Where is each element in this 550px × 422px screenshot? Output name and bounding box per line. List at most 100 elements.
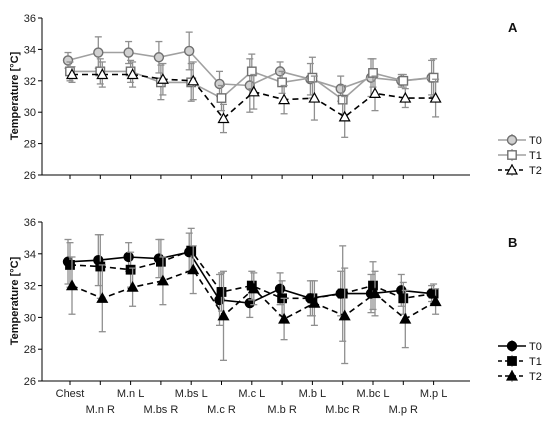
panel-b-T2-point [156, 274, 169, 286]
panel-a-T2-point [187, 74, 200, 86]
panel-b-T2-point [429, 295, 442, 307]
legend-label: T0 [529, 341, 542, 353]
panel-a: A Temperature [°C] 26 28 30 32 34 36 T0 T1 T2 [9, 13, 542, 182]
panel-b-y-tick-label: 34 [24, 249, 36, 261]
panel-b-T1-point [95, 261, 106, 272]
legend-marker [506, 340, 518, 352]
panel-b-y-tick-label: 32 [24, 281, 36, 293]
panel-b-series-T2 [65, 245, 442, 365]
panel-b-T0-point [274, 283, 286, 294]
panel-a-series-T1 [65, 53, 439, 115]
panel-b-T2-point [247, 282, 260, 294]
panel-a-T2-point [429, 91, 442, 103]
panel-a-legend: T0 T1 T2 [498, 134, 542, 177]
x-tick-label: M.c R [207, 404, 236, 416]
panel-a-y-tick-label: 28 [24, 139, 36, 151]
panel-a-T2-point [399, 91, 412, 103]
x-tick-label: M.n R [86, 404, 115, 416]
panel-a-y-tick-label: 30 [24, 107, 36, 119]
x-tick-label: M.b R [267, 404, 296, 416]
panel-b-T2-point [96, 292, 109, 303]
x-tick-label: M.c L [238, 388, 265, 400]
panel-a-T2-point [247, 85, 260, 97]
panel-a-T1-point [428, 72, 439, 83]
panel-a-T1-point [277, 77, 287, 88]
x-tick-label: M.p R [389, 404, 418, 416]
panel-a-series-T2 [65, 61, 442, 138]
panel-a-T2-point [65, 68, 79, 80]
panel-a-legend-T0: T0 [498, 134, 542, 147]
panel-b-y-tick-label: 28 [24, 344, 36, 356]
panel-a-legend-T1: T1 [498, 149, 542, 162]
panel-b-T2-point [338, 309, 351, 321]
panel-a-y-tick-label: 34 [24, 44, 36, 56]
legend-marker [505, 163, 519, 175]
panel-a-T2-point [126, 68, 139, 80]
panel-a-series [62, 31, 442, 138]
panel-a-T1-point [216, 93, 227, 103]
x-tick-label: M.p L [420, 388, 448, 400]
x-tick-label: Chest [56, 388, 85, 400]
panel-a-y-tick-label: 36 [24, 13, 36, 25]
panel-b-T1-point [337, 288, 348, 299]
legend-marker [506, 134, 518, 146]
x-tick-label: M.b L [299, 388, 327, 400]
panel-a-letter: A [508, 20, 518, 35]
panel-b-T2-point [399, 312, 412, 324]
panel-b-T2-point [217, 309, 230, 321]
panel-a-y-tick-label: 32 [24, 76, 36, 88]
panel-a-T0-point [153, 52, 165, 63]
panel-a-T2-point [278, 93, 291, 105]
panel-b-T1-point [368, 280, 378, 291]
x-tick-label: M.bc L [356, 388, 389, 400]
panel-a-T2-point [156, 72, 169, 84]
panel-a-T1-point [368, 68, 378, 78]
panel-a-T2-point [217, 112, 230, 124]
panel-b-T2-point [308, 296, 321, 308]
panel-b-letter: B [508, 235, 517, 250]
panel-b-T2-point [187, 263, 200, 275]
panel-a-axes: 26 28 30 32 34 36 [24, 13, 470, 182]
panel-a-T0-point [93, 47, 104, 58]
x-tick-label: M.bs R [143, 404, 178, 416]
panel-b-T0-point [123, 251, 134, 263]
legend-label: T1 [529, 150, 542, 162]
panel-a-T0-point [183, 45, 195, 57]
panel-b-T1-point [155, 256, 166, 267]
panel-b-y-tick-label: 36 [24, 217, 36, 229]
panel-a-T1-point [246, 66, 257, 77]
legend-marker [507, 150, 517, 160]
panel-a-T0-point [62, 55, 74, 66]
panel-b-y-tick-label: 26 [24, 376, 36, 388]
panel-a-T2-point [368, 87, 382, 98]
panel-a-T0-point [123, 47, 134, 58]
panel-b-legend-T1: T1 [498, 355, 542, 368]
panel-b-legend: T0 T1 T2 [498, 340, 542, 383]
panel-a-T1-point [307, 72, 318, 83]
x-tick-label: M.bs L [175, 388, 208, 400]
panel-b: B Temperature [°C] 26 28 30 32 34 36 T0 T1 T2 C… [9, 217, 542, 416]
panel-b-y-axis-label: Temperature [°C] [9, 256, 21, 345]
panel-b-T1-point [125, 264, 136, 275]
panel-a-legend-T2: T2 [498, 163, 542, 177]
panel-b-T2-point [65, 279, 79, 291]
x-tick-label: M.n L [117, 388, 145, 400]
x-tick-label: M.bc R [325, 404, 360, 416]
panel-b-series [62, 227, 442, 365]
panel-a-T1-point [337, 94, 348, 105]
legend-marker [505, 369, 519, 381]
legend-label: T2 [529, 165, 542, 177]
panel-b-legend-T0: T0 [498, 340, 542, 353]
panel-a-T2-point [96, 68, 109, 80]
panel-b-T2-point [368, 287, 382, 299]
panel-a-y-tick-label: 26 [24, 170, 36, 182]
panel-b-series-T1 [65, 227, 439, 342]
panel-b-legend-T2: T2 [498, 369, 542, 383]
legend-label: T1 [529, 356, 542, 368]
panel-a-T1-point [398, 75, 409, 86]
panel-a-T2-point [338, 110, 351, 122]
panel-b-series-T0 [62, 232, 437, 327]
panel-b-T1-point [428, 288, 439, 299]
